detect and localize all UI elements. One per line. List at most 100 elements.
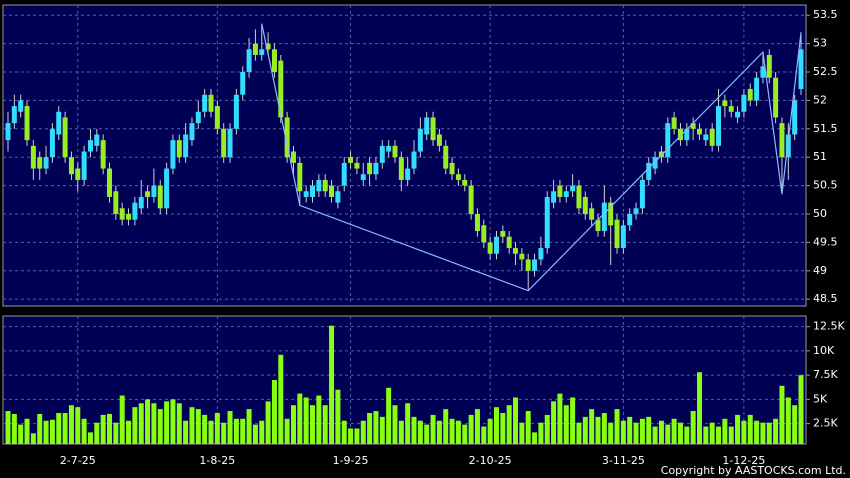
volume-bar bbox=[379, 416, 385, 444]
volume-bar bbox=[798, 375, 804, 444]
candle-body bbox=[246, 49, 252, 73]
candle-body bbox=[176, 140, 182, 158]
volume-bar bbox=[208, 420, 214, 444]
volume-bar bbox=[107, 413, 113, 444]
candle-body bbox=[11, 106, 17, 124]
candle-body bbox=[214, 106, 220, 129]
candle-body bbox=[754, 77, 760, 101]
volume-bar bbox=[747, 414, 753, 444]
volume-bar bbox=[87, 432, 93, 444]
candle-body bbox=[658, 151, 664, 158]
volume-bar bbox=[722, 418, 728, 444]
candle-body bbox=[398, 157, 404, 180]
volume-bar bbox=[43, 420, 49, 444]
y-tick-label: 50.5 bbox=[813, 179, 838, 192]
volume-bar bbox=[455, 420, 461, 444]
candle-body bbox=[5, 123, 11, 141]
volume-bar bbox=[329, 325, 335, 444]
volume-bar bbox=[462, 424, 468, 444]
candle-body bbox=[405, 168, 411, 180]
candle-body bbox=[443, 145, 449, 169]
candle-body bbox=[113, 191, 119, 214]
candle-body bbox=[94, 134, 100, 146]
y-tick-label: 52 bbox=[813, 93, 827, 106]
volume-bar bbox=[24, 418, 30, 444]
candle-body bbox=[373, 162, 379, 175]
volume-bar bbox=[341, 420, 347, 444]
candle-body bbox=[271, 49, 277, 73]
volume-bar bbox=[436, 420, 442, 444]
candle-body bbox=[474, 213, 480, 232]
volume-bar bbox=[779, 385, 785, 444]
candle-body bbox=[170, 140, 176, 169]
volume-bar bbox=[646, 416, 652, 444]
candle-body bbox=[316, 179, 322, 192]
candle-body bbox=[493, 236, 499, 254]
candle-body bbox=[487, 242, 493, 254]
volume-bar bbox=[176, 403, 182, 444]
candle-body bbox=[709, 128, 715, 146]
volume-bar bbox=[68, 405, 74, 444]
volume-bar bbox=[506, 405, 512, 444]
volume-bar bbox=[754, 420, 760, 444]
candle-body bbox=[538, 248, 544, 260]
candle-body bbox=[760, 66, 766, 78]
candle-body bbox=[747, 89, 753, 101]
volume-bar bbox=[709, 422, 715, 444]
candle-body bbox=[779, 123, 785, 158]
volume-bar bbox=[741, 420, 747, 444]
volume-bar bbox=[75, 407, 81, 444]
candle-body bbox=[506, 236, 512, 249]
candle-body bbox=[30, 145, 36, 169]
candle-body bbox=[665, 123, 671, 158]
volume-bar bbox=[297, 393, 303, 444]
candle-body bbox=[335, 191, 341, 203]
candle-body bbox=[310, 185, 316, 197]
volume-bar bbox=[424, 424, 430, 444]
x-tick-label: 3-11-25 bbox=[602, 454, 645, 467]
volume-bar bbox=[766, 422, 772, 444]
y-tick-label: 48.5 bbox=[813, 292, 838, 305]
y-tick-label: 51 bbox=[813, 150, 827, 163]
volume-bar bbox=[417, 420, 423, 444]
volume-bar bbox=[303, 397, 309, 444]
candle-body bbox=[284, 117, 290, 158]
volume-bar bbox=[411, 416, 417, 444]
candle-body bbox=[785, 134, 791, 158]
candle-body bbox=[392, 145, 398, 158]
price-panel bbox=[2, 4, 807, 307]
volume-bar bbox=[132, 407, 138, 444]
candle-body bbox=[297, 162, 303, 192]
candle-body bbox=[639, 179, 645, 209]
volume-bar bbox=[310, 405, 316, 444]
candle-body bbox=[360, 174, 366, 180]
candle-body bbox=[677, 128, 683, 141]
candle-body bbox=[329, 185, 335, 197]
volume-bar bbox=[240, 418, 246, 444]
volume-bar bbox=[386, 387, 392, 444]
volume-bar bbox=[49, 419, 55, 444]
volume-bar bbox=[532, 432, 538, 444]
volume-bar bbox=[735, 414, 741, 444]
candle-body bbox=[557, 185, 563, 197]
y-tick-label: 53 bbox=[813, 37, 827, 50]
candle-body bbox=[37, 157, 43, 169]
candle-body bbox=[49, 128, 55, 158]
candle-body bbox=[696, 128, 702, 135]
candle-body bbox=[462, 179, 468, 186]
candle-body bbox=[379, 145, 385, 163]
candle-body bbox=[766, 54, 772, 78]
candle-body bbox=[341, 162, 347, 186]
candle-body bbox=[741, 94, 747, 112]
candle-body bbox=[627, 213, 633, 226]
volume-bar bbox=[119, 395, 125, 444]
volume-bar bbox=[703, 426, 709, 444]
volume-bar bbox=[665, 424, 671, 444]
candle-body bbox=[608, 202, 614, 226]
y2-tick-label: 10K bbox=[813, 344, 835, 357]
candle-body bbox=[455, 174, 461, 180]
volume-bar bbox=[316, 395, 322, 444]
copyright: Copyright by AASTOCKS.com Ltd. bbox=[661, 464, 846, 477]
candle-body bbox=[24, 106, 30, 141]
volume-bar bbox=[690, 411, 696, 444]
